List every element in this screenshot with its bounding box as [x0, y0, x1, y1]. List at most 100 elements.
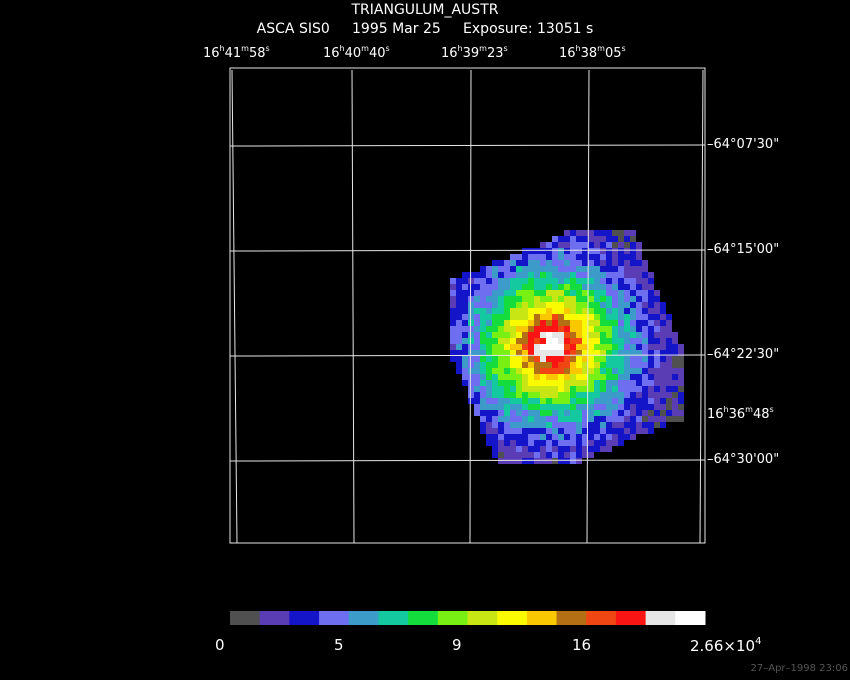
image-pixel — [576, 242, 582, 248]
image-pixel — [564, 458, 570, 464]
dec-label: –64°15'00" — [707, 242, 780, 257]
image-pixel — [618, 308, 624, 314]
image-pixel — [498, 386, 504, 392]
image-pixel — [588, 374, 594, 380]
image-pixel — [636, 260, 642, 266]
image-pixel — [486, 278, 492, 284]
image-pixel — [618, 434, 624, 440]
image-pixel — [558, 332, 564, 338]
image-pixel — [576, 374, 582, 380]
image-pixel — [582, 446, 588, 452]
image-pixel — [624, 266, 630, 272]
image-pixel — [468, 320, 474, 326]
image-pixel — [468, 362, 474, 368]
image-pixel — [582, 362, 588, 368]
image-pixel — [534, 320, 540, 326]
image-pixel — [564, 362, 570, 368]
image-pixel — [474, 308, 480, 314]
image-pixel — [582, 254, 588, 260]
image-pixel — [528, 362, 534, 368]
image-pixel — [666, 350, 672, 356]
image-pixel — [546, 278, 552, 284]
image-pixel — [630, 296, 636, 302]
image-pixel — [540, 362, 546, 368]
image-pixel — [642, 332, 648, 338]
image-pixel — [594, 254, 600, 260]
image-pixel — [648, 374, 654, 380]
image-pixel — [522, 434, 528, 440]
image-pixel — [486, 296, 492, 302]
image-pixel — [612, 380, 618, 386]
image-pixel — [546, 416, 552, 422]
image-pixel — [498, 410, 504, 416]
image-pixel — [624, 254, 630, 260]
image-pixel — [600, 278, 606, 284]
image-pixel — [618, 428, 624, 434]
image-pixel — [552, 362, 558, 368]
image-pixel — [498, 320, 504, 326]
image-pixel — [606, 302, 612, 308]
ra-label: 16h41m58s — [203, 44, 270, 61]
image-pixel — [618, 278, 624, 284]
image-pixel — [624, 314, 630, 320]
image-pixel — [576, 422, 582, 428]
image-pixel — [492, 308, 498, 314]
image-pixel — [504, 332, 510, 338]
image-pixel — [504, 398, 510, 404]
image-pixel — [474, 314, 480, 320]
image-pixel — [630, 380, 636, 386]
image-pixel — [630, 254, 636, 260]
image-pixel — [510, 410, 516, 416]
image-pixel — [522, 440, 528, 446]
image-pixel — [504, 356, 510, 362]
image-pixel — [510, 356, 516, 362]
image-pixel — [510, 254, 516, 260]
image-pixel — [624, 290, 630, 296]
image-pixel — [522, 326, 528, 332]
image-pixel — [606, 296, 612, 302]
image-pixel — [474, 284, 480, 290]
image-pixel — [630, 230, 636, 236]
image-pixel — [582, 452, 588, 458]
image-pixel — [612, 290, 618, 296]
image-pixel — [594, 386, 600, 392]
image-pixel — [606, 254, 612, 260]
image-pixel — [624, 296, 630, 302]
image-pixel — [588, 344, 594, 350]
image-pixel — [492, 272, 498, 278]
image-pixel — [588, 260, 594, 266]
image-pixel — [624, 392, 630, 398]
image-pixel — [594, 446, 600, 452]
image-pixel — [648, 314, 654, 320]
image-pixel — [504, 278, 510, 284]
image-pixel — [624, 428, 630, 434]
image-pixel — [576, 290, 582, 296]
image-pixel — [564, 326, 570, 332]
image-pixel — [636, 248, 642, 254]
image-pixel — [606, 356, 612, 362]
image-pixel — [612, 254, 618, 260]
image-pixel — [486, 434, 492, 440]
image-pixel — [516, 440, 522, 446]
image-pixel — [648, 362, 654, 368]
image-pixel — [480, 410, 486, 416]
image-pixel — [504, 320, 510, 326]
image-pixel — [456, 332, 462, 338]
image-pixel — [630, 272, 636, 278]
image-pixel — [594, 416, 600, 422]
image-pixel — [510, 428, 516, 434]
image-pixel — [486, 428, 492, 434]
image-pixel — [486, 326, 492, 332]
image-pixel — [540, 392, 546, 398]
image-pixel — [516, 386, 522, 392]
image-pixel — [510, 344, 516, 350]
image-pixel — [588, 320, 594, 326]
image-pixel — [510, 284, 516, 290]
image-pixel — [594, 332, 600, 338]
image-pixel — [624, 326, 630, 332]
image-pixel — [534, 428, 540, 434]
image-pixel — [594, 350, 600, 356]
image-pixel — [534, 374, 540, 380]
image-pixel — [552, 380, 558, 386]
image-pixel — [618, 230, 624, 236]
